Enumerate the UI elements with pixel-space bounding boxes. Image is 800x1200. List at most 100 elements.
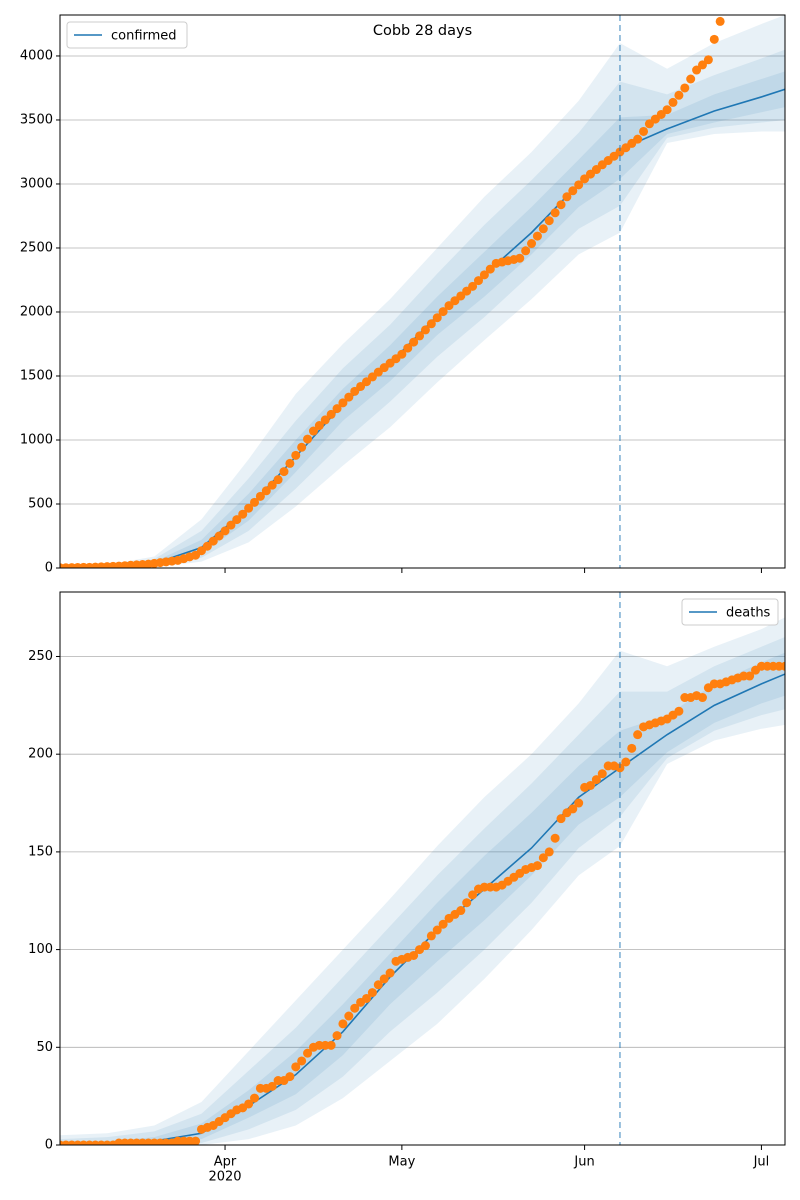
- observed-point: [350, 1003, 360, 1013]
- legend-box: [681, 598, 779, 626]
- observed-point: [697, 693, 707, 703]
- observed-point: [267, 1081, 277, 1091]
- observed-point: [532, 861, 542, 871]
- observed-point: [674, 90, 684, 100]
- observed-point: [591, 775, 601, 785]
- observed-point: [556, 814, 566, 824]
- observed-point: [532, 231, 542, 241]
- observed-point: [226, 520, 236, 530]
- observed-point: [244, 503, 254, 513]
- observed-point: [397, 349, 407, 359]
- observed-point: [285, 458, 295, 468]
- y-tick-label: 3000: [20, 176, 53, 191]
- observed-point: [544, 847, 554, 857]
- x-tick-label: May: [388, 1155, 415, 1170]
- y-tick-label: 200: [28, 747, 53, 762]
- observed-point: [568, 804, 578, 814]
- observed-point: [326, 1040, 336, 1050]
- observed-point: [308, 426, 318, 436]
- observed-point: [420, 941, 430, 951]
- observed-point: [674, 706, 684, 716]
- observed-point: [639, 126, 649, 136]
- y-tick-label: 100: [28, 942, 53, 957]
- observed-point: [297, 442, 307, 452]
- observed-point: [291, 450, 301, 460]
- observed-point: [202, 541, 212, 551]
- observed-point: [550, 833, 560, 843]
- observed-point: [409, 337, 419, 347]
- observed-point: [385, 968, 395, 978]
- observed-point: [709, 34, 719, 44]
- observed-point: [297, 1056, 307, 1066]
- uncertainty-band: [60, 636, 785, 1145]
- observed-point: [468, 890, 478, 900]
- observed-point: [597, 769, 607, 779]
- observed-point: [244, 1099, 254, 1109]
- y-tick-label: 2500: [20, 240, 53, 255]
- observed-point: [303, 1048, 313, 1058]
- observed-point: [250, 1093, 260, 1103]
- observed-point: [550, 208, 560, 218]
- y-tick-label: 2000: [20, 304, 53, 319]
- observed-point: [332, 404, 342, 414]
- y-tick-label: 1000: [20, 432, 53, 447]
- y-tick-label: 0: [45, 561, 53, 576]
- y-tick-label: 250: [28, 649, 53, 664]
- observed-point: [379, 974, 389, 984]
- observed-point: [362, 993, 372, 1003]
- observed-point: [745, 671, 755, 681]
- observed-point: [409, 950, 419, 960]
- observed-point: [285, 1072, 295, 1082]
- observed-point: [238, 509, 248, 519]
- observed-point: [373, 980, 383, 990]
- x-tick-label: Jul: [753, 1155, 770, 1170]
- observed-point: [438, 307, 448, 317]
- legend-label: deaths: [726, 606, 771, 621]
- observed-point: [585, 780, 595, 790]
- y-tick-label: 3500: [20, 112, 53, 127]
- observed-point: [191, 1136, 201, 1145]
- legend-box: [66, 21, 188, 49]
- observed-point: [344, 392, 354, 402]
- observed-point: [462, 898, 472, 908]
- x-tick-label: Apr: [214, 1155, 237, 1170]
- observed-point: [562, 192, 572, 202]
- observed-point: [544, 216, 554, 226]
- y-tick-label: 4000: [20, 48, 53, 63]
- plot-area: [60, 15, 785, 568]
- y-tick-label: 0: [45, 1138, 53, 1153]
- observed-point: [621, 757, 631, 767]
- observed-point: [538, 853, 548, 863]
- observed-point: [432, 925, 442, 935]
- observed-point: [208, 536, 218, 546]
- observed-point: [692, 65, 702, 75]
- observed-point: [291, 1062, 301, 1072]
- observed-point: [715, 16, 725, 26]
- observed-point: [326, 409, 336, 419]
- x-year-label: 2020: [208, 1170, 241, 1185]
- observed-point: [703, 55, 713, 65]
- observed-point: [780, 661, 785, 671]
- observed-point: [232, 515, 242, 525]
- observed-point: [367, 988, 377, 998]
- y-tick-label: 50: [36, 1040, 53, 1055]
- observed-point: [314, 421, 324, 431]
- axes-frame: [59, 591, 786, 1146]
- observed-point: [426, 319, 436, 329]
- legend-label: confirmed: [111, 29, 177, 44]
- observed-point: [521, 246, 531, 256]
- observed-point: [633, 730, 643, 740]
- observed-point: [662, 105, 672, 115]
- axes-frame: [59, 14, 786, 569]
- observed-point: [403, 343, 413, 353]
- chart-title: Cobb 28 days: [373, 23, 472, 39]
- observed-point: [320, 415, 330, 425]
- observed-point: [456, 906, 466, 916]
- observed-point: [468, 281, 478, 291]
- observed-point: [538, 224, 548, 234]
- observed-point: [344, 1011, 354, 1021]
- observed-point: [420, 325, 430, 335]
- observed-point: [303, 434, 313, 444]
- observed-point: [574, 798, 584, 808]
